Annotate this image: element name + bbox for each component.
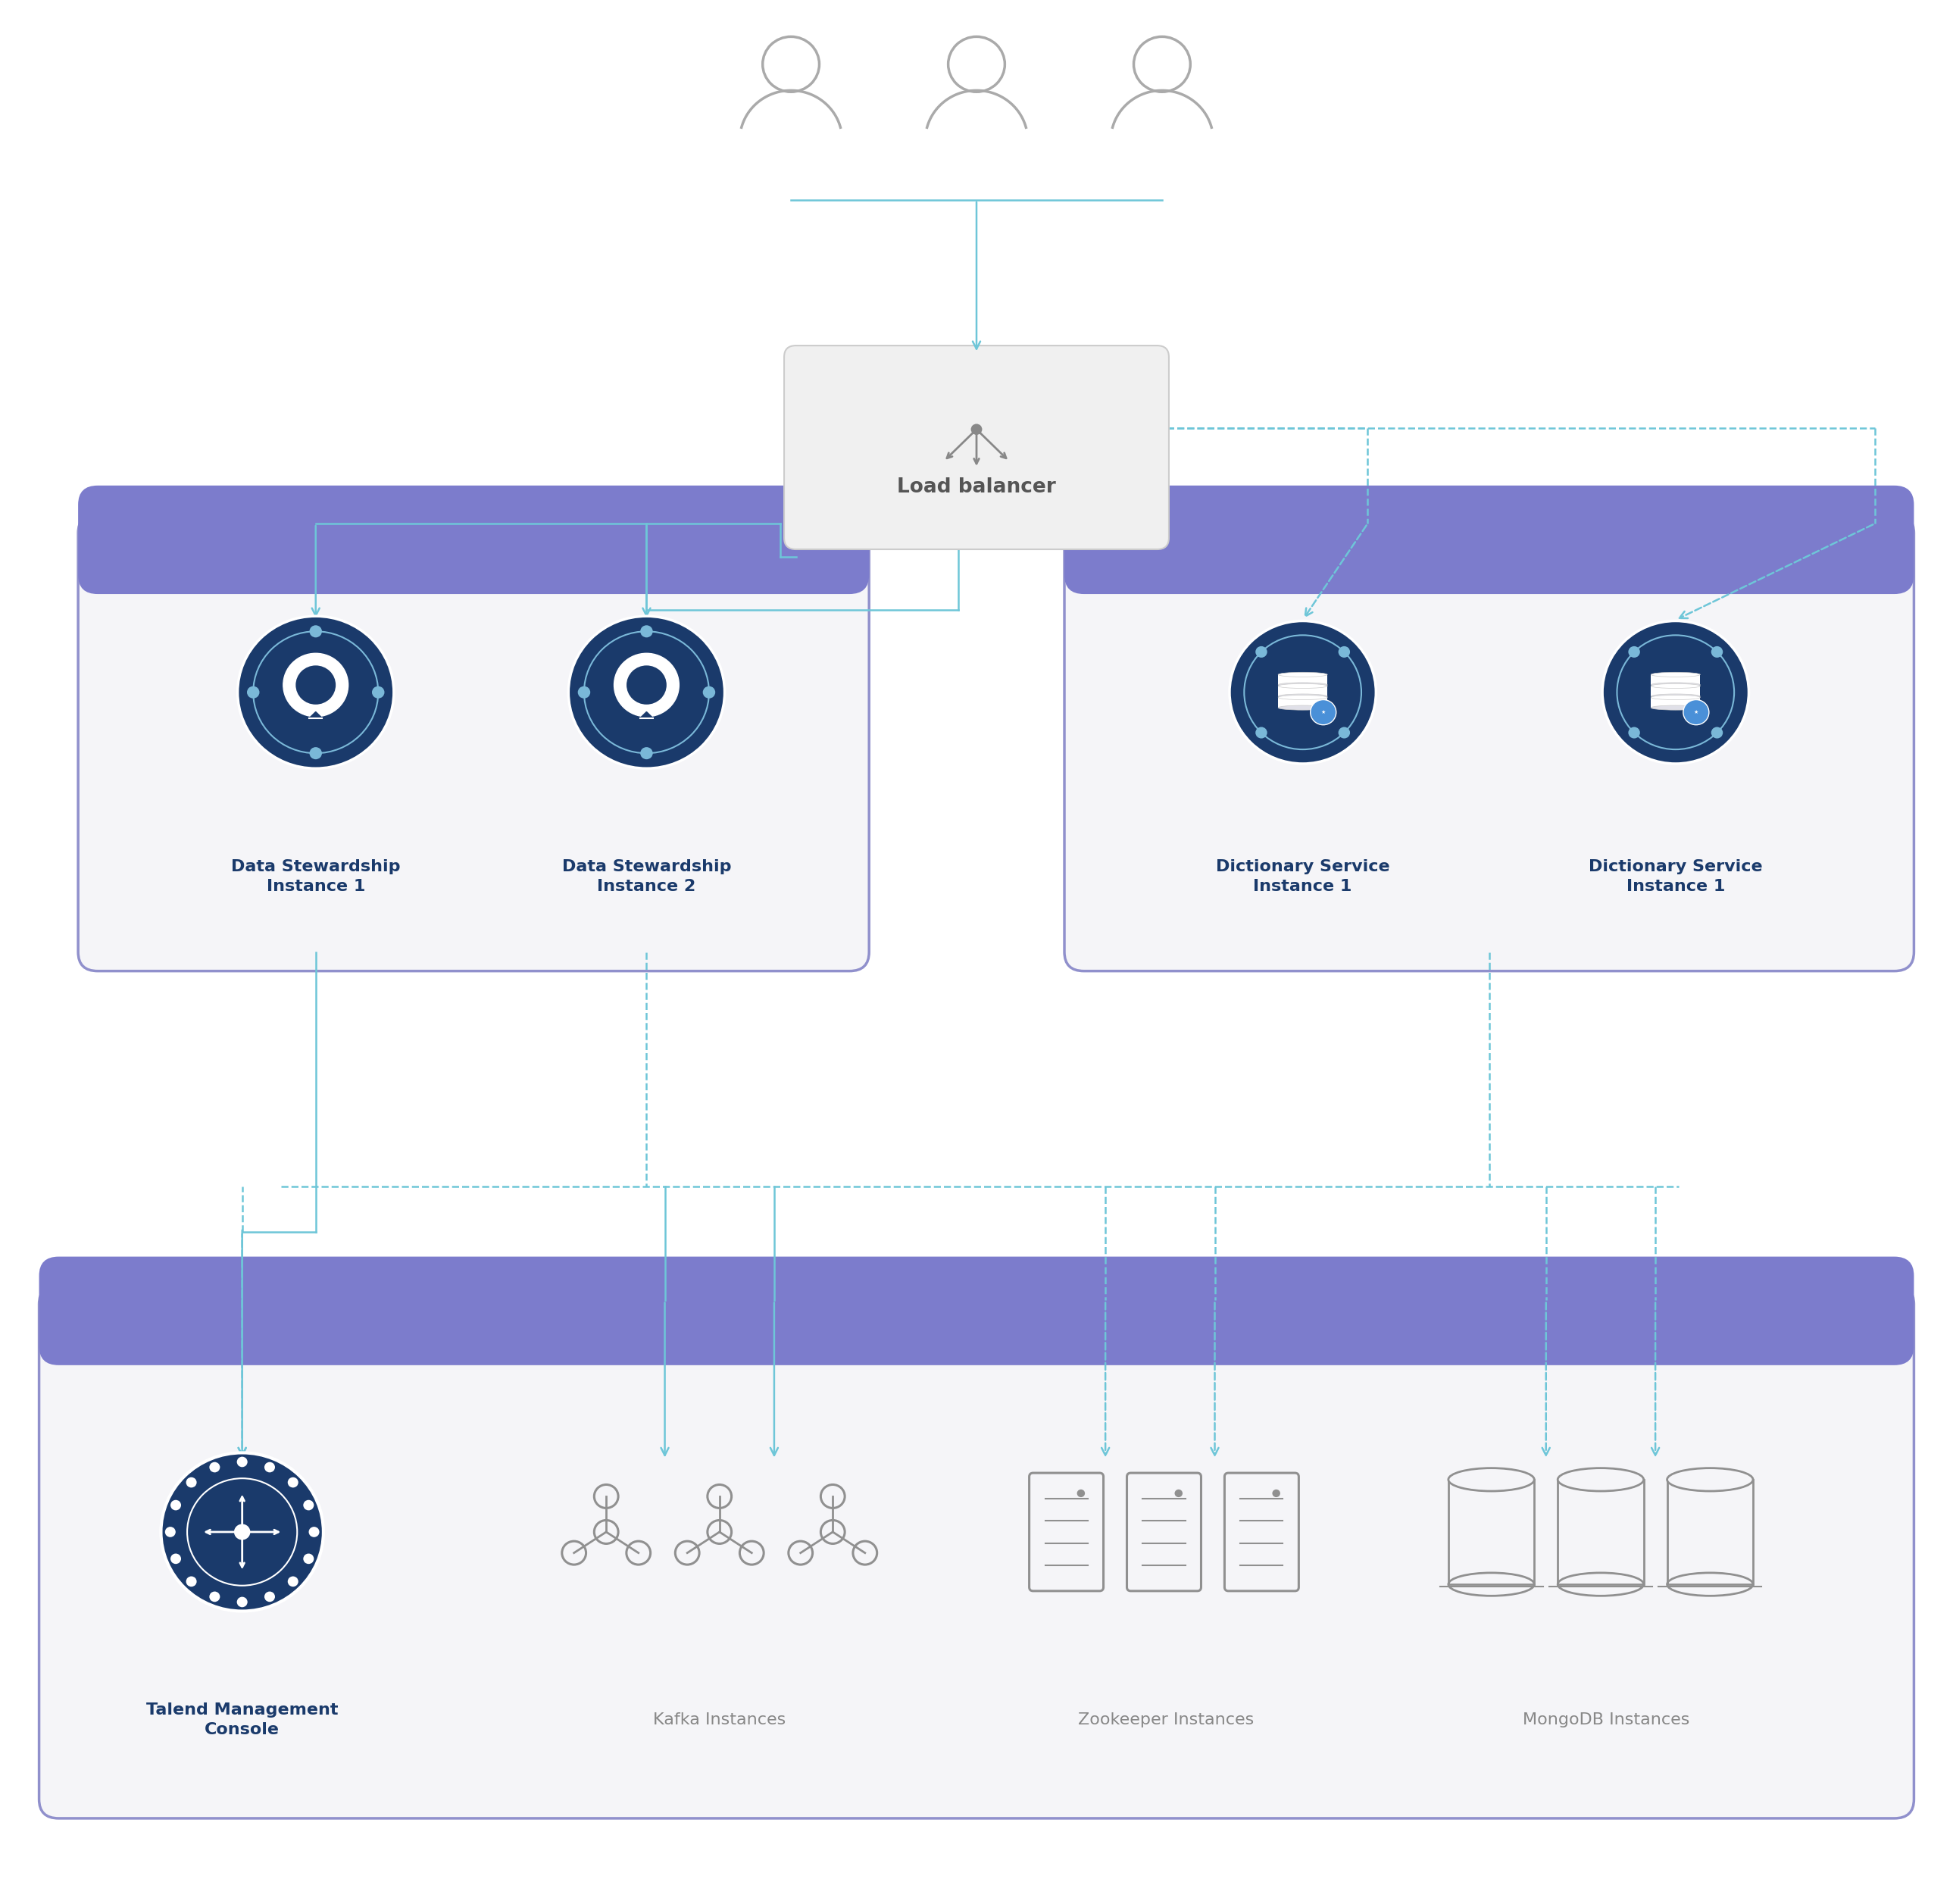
Text: Data Stewardship
Instance 1: Data Stewardship Instance 1 bbox=[230, 859, 400, 893]
Text: Zookeeper Instances: Zookeeper Instances bbox=[1078, 1712, 1254, 1727]
Circle shape bbox=[613, 653, 680, 716]
Bar bbox=[1277, 685, 1328, 697]
Bar bbox=[1449, 1479, 1535, 1584]
Bar bbox=[98, 554, 850, 575]
Ellipse shape bbox=[1277, 682, 1328, 687]
FancyBboxPatch shape bbox=[39, 1257, 1914, 1365]
FancyBboxPatch shape bbox=[78, 486, 869, 594]
Circle shape bbox=[234, 1523, 250, 1540]
Bar bbox=[1084, 554, 1894, 575]
FancyBboxPatch shape bbox=[1064, 514, 1914, 971]
Circle shape bbox=[170, 1554, 182, 1563]
Circle shape bbox=[1256, 645, 1267, 657]
Circle shape bbox=[170, 1500, 182, 1510]
Circle shape bbox=[236, 1597, 248, 1607]
Circle shape bbox=[295, 666, 336, 704]
Circle shape bbox=[1310, 699, 1336, 725]
Circle shape bbox=[186, 1577, 197, 1586]
Circle shape bbox=[1256, 727, 1267, 739]
Text: MongoDB Instances: MongoDB Instances bbox=[1523, 1712, 1689, 1727]
Ellipse shape bbox=[1277, 695, 1328, 701]
Circle shape bbox=[303, 1500, 314, 1510]
Circle shape bbox=[187, 1478, 297, 1586]
Circle shape bbox=[209, 1462, 221, 1472]
Circle shape bbox=[1683, 699, 1709, 725]
Circle shape bbox=[1076, 1489, 1086, 1497]
Bar bbox=[1558, 1479, 1644, 1584]
Ellipse shape bbox=[1449, 1468, 1535, 1491]
Circle shape bbox=[641, 625, 652, 638]
Circle shape bbox=[1338, 727, 1350, 739]
Circle shape bbox=[1338, 645, 1350, 657]
Bar bbox=[1650, 674, 1701, 685]
Ellipse shape bbox=[1650, 672, 1701, 678]
Circle shape bbox=[209, 1592, 221, 1601]
Text: Kafka Instances: Kafka Instances bbox=[652, 1712, 785, 1727]
Text: Load balancer: Load balancer bbox=[896, 478, 1057, 497]
Bar bbox=[59, 1325, 1894, 1346]
Ellipse shape bbox=[1650, 684, 1701, 689]
Ellipse shape bbox=[1277, 684, 1328, 689]
Circle shape bbox=[1174, 1489, 1184, 1497]
Circle shape bbox=[238, 617, 395, 769]
Text: Dictionary Service
Instance 1: Dictionary Service Instance 1 bbox=[1217, 859, 1391, 893]
Circle shape bbox=[568, 617, 725, 769]
Bar bbox=[1277, 697, 1328, 708]
Circle shape bbox=[303, 1554, 314, 1563]
Bar bbox=[1277, 674, 1328, 685]
Circle shape bbox=[627, 666, 666, 704]
Circle shape bbox=[1629, 645, 1641, 657]
Text: Data Stewardship
Instance 2: Data Stewardship Instance 2 bbox=[562, 859, 730, 893]
Ellipse shape bbox=[1277, 693, 1328, 699]
Circle shape bbox=[1601, 621, 1748, 764]
Circle shape bbox=[309, 1527, 320, 1537]
Polygon shape bbox=[633, 712, 660, 725]
Circle shape bbox=[971, 425, 982, 434]
Circle shape bbox=[309, 625, 322, 638]
Ellipse shape bbox=[1650, 682, 1701, 687]
Circle shape bbox=[1711, 645, 1723, 657]
Ellipse shape bbox=[1668, 1468, 1754, 1491]
Text: Dictionary Service
Instance 1: Dictionary Service Instance 1 bbox=[1588, 859, 1762, 893]
Text: ★: ★ bbox=[1320, 710, 1326, 714]
Ellipse shape bbox=[1277, 672, 1328, 678]
Circle shape bbox=[1271, 1489, 1281, 1497]
FancyBboxPatch shape bbox=[783, 347, 1168, 548]
Ellipse shape bbox=[1650, 695, 1701, 701]
Ellipse shape bbox=[1650, 704, 1701, 710]
Circle shape bbox=[160, 1453, 324, 1611]
Circle shape bbox=[287, 1577, 299, 1586]
Circle shape bbox=[236, 1457, 248, 1468]
Circle shape bbox=[1230, 621, 1377, 764]
Circle shape bbox=[371, 685, 385, 699]
Text: ★: ★ bbox=[1693, 710, 1699, 714]
Circle shape bbox=[264, 1592, 275, 1601]
Circle shape bbox=[186, 1478, 197, 1487]
Bar bbox=[1668, 1479, 1754, 1584]
Circle shape bbox=[264, 1462, 275, 1472]
Circle shape bbox=[246, 685, 260, 699]
Bar bbox=[1650, 697, 1701, 708]
Circle shape bbox=[287, 1478, 299, 1487]
Circle shape bbox=[578, 685, 590, 699]
Circle shape bbox=[283, 653, 348, 716]
Polygon shape bbox=[303, 712, 330, 725]
FancyBboxPatch shape bbox=[1064, 486, 1914, 594]
Circle shape bbox=[641, 746, 652, 760]
Circle shape bbox=[309, 746, 322, 760]
Text: Talend Management
Console: Talend Management Console bbox=[146, 1702, 338, 1736]
Ellipse shape bbox=[1558, 1468, 1644, 1491]
Bar bbox=[1650, 685, 1701, 697]
FancyBboxPatch shape bbox=[78, 514, 869, 971]
Circle shape bbox=[164, 1527, 176, 1537]
Circle shape bbox=[703, 685, 715, 699]
Circle shape bbox=[1711, 727, 1723, 739]
Ellipse shape bbox=[1277, 704, 1328, 710]
Circle shape bbox=[1629, 727, 1641, 739]
Ellipse shape bbox=[1650, 693, 1701, 699]
FancyBboxPatch shape bbox=[39, 1285, 1914, 1818]
